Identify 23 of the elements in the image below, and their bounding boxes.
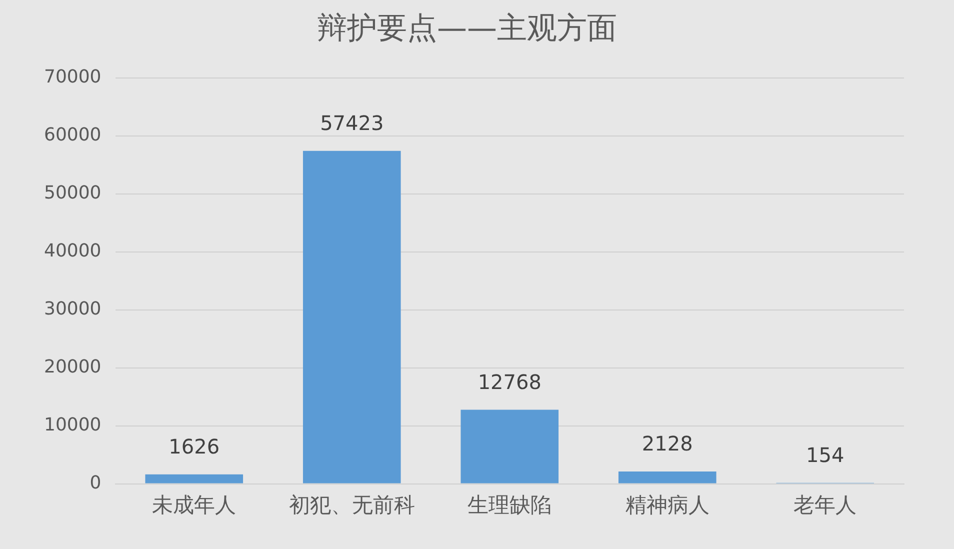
data-label: 1626 — [168, 434, 220, 459]
x-tick-label: 精神病人 — [625, 492, 710, 517]
x-tick-label: 老年人 — [794, 492, 857, 517]
bar — [145, 474, 244, 484]
chart-title: 辩护要点——主观方面 — [317, 10, 617, 46]
data-label: 154 — [806, 443, 844, 468]
y-tick-label: 10000 — [44, 414, 102, 436]
bar — [460, 410, 559, 484]
data-label: 2128 — [642, 432, 693, 456]
bar — [618, 471, 716, 484]
bar — [302, 150, 401, 484]
x-tick-label: 未成年人 — [152, 492, 236, 517]
y-tick-label: 50000 — [44, 182, 102, 204]
data-label: 57423 — [320, 111, 384, 136]
y-tick-label: 30000 — [44, 298, 102, 320]
y-tick-label: 40000 — [44, 240, 102, 262]
y-tick-label: 60000 — [44, 124, 102, 146]
y-tick-label: 70000 — [44, 66, 102, 88]
data-label: 12768 — [478, 370, 542, 394]
y-tick-label: 0 — [90, 472, 102, 494]
y-tick-label: 20000 — [44, 356, 102, 378]
x-tick-label: 生理缺陷 — [468, 492, 552, 517]
x-tick-label: 初犯、无前科 — [288, 492, 415, 517]
